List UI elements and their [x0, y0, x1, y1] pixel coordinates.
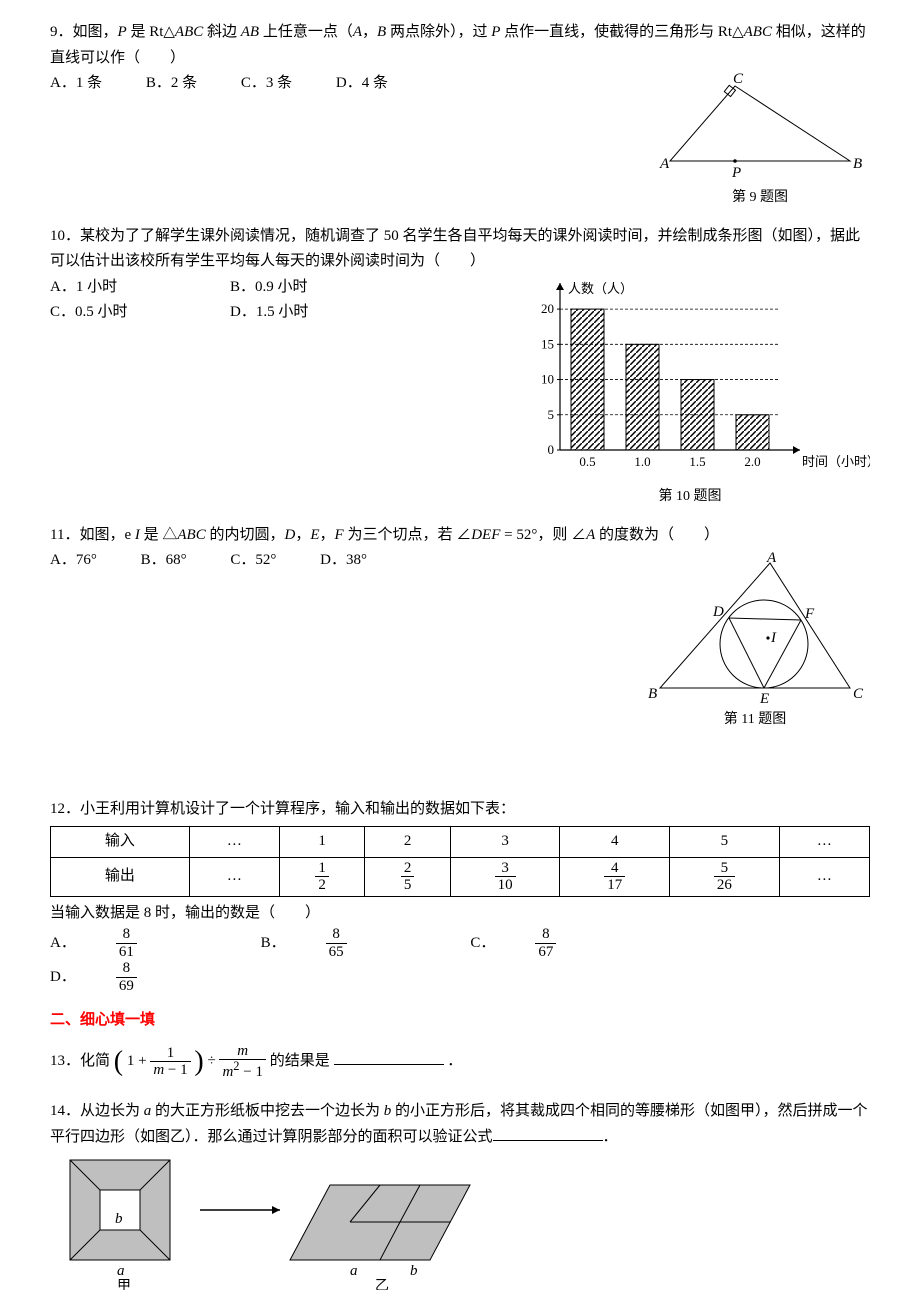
svg-text:b: b [115, 1211, 123, 1227]
q9-options: A．1 条 B．2 条 C．3 条 D．4 条 [50, 71, 650, 97]
svg-text:甲: 甲 [117, 1279, 131, 1290]
q14-blank [493, 1125, 603, 1141]
svg-text:b: b [410, 1263, 418, 1279]
svg-text:5: 5 [548, 407, 555, 422]
svg-text:0.5: 0.5 [579, 454, 595, 469]
q12-row-in: 输入 … 1 2 3 4 5 … [51, 827, 870, 858]
svg-text:1.5: 1.5 [689, 454, 705, 469]
svg-text:10: 10 [541, 371, 554, 386]
q10: 10．某校为了了解学生课外阅读情况，随机调查了 50 名学生各自平均每天的课外阅… [50, 224, 870, 509]
svg-text:a: a [350, 1263, 358, 1279]
q11-optD: D．38° [320, 548, 367, 574]
svg-text:I: I [770, 630, 777, 646]
svg-text:乙: 乙 [375, 1278, 389, 1290]
q9-optC: C．3 条 [241, 71, 292, 97]
q10-options: A．1 小时 B．0.9 小时 C．0.5 小时 D．1.5 小时 [50, 275, 510, 326]
q12-optB: B．865 [261, 926, 427, 960]
q10-figure: 0 5 10 15 20 0.5 1.0 1.5 2.0 人数（人） 时间（小时） 第 10 题图 [510, 275, 870, 509]
q11-figure: A B C D F E I 第 11 题图 [640, 548, 870, 732]
q11-optA: A．76° [50, 548, 97, 574]
svg-text:a: a [117, 1263, 125, 1279]
q10-optA: A．1 小时 [50, 275, 190, 301]
q9-figure: A B C P 第 9 题图 [650, 71, 870, 210]
svg-text:C: C [853, 686, 864, 702]
q11: 11．如图，e I 是 △ABC 的内切圆，D，E，F 为三个切点，若 ∠DEF… [50, 523, 870, 732]
q11-stem: 11．如图，e I 是 △ABC 的内切圆，D，E，F 为三个切点，若 ∠DEF… [50, 523, 870, 549]
svg-text:A: A [766, 550, 777, 566]
svg-text:P: P [731, 165, 741, 181]
svg-text:0: 0 [548, 442, 555, 457]
q10-optB: B．0.9 小时 [230, 275, 308, 301]
q10-optC: C．0.5 小时 [50, 300, 190, 326]
svg-text:B: B [853, 156, 862, 172]
svg-text:时间（小时）: 时间（小时） [802, 454, 870, 469]
q10-caption: 第 10 题图 [510, 485, 870, 509]
q12-optD: D．869 [50, 960, 217, 994]
q13: 13．化简 ( 1 + 1m − 1 ) ÷ mm2 − 1 的结果是 ． [50, 1038, 870, 1086]
q10-optD: D．1.5 小时 [230, 300, 308, 326]
q12-optA: A．861 [50, 926, 217, 960]
svg-text:A: A [659, 156, 670, 172]
svg-text:人数（人）: 人数（人） [568, 281, 633, 296]
svg-text:1.0: 1.0 [634, 454, 650, 469]
q9-optD: D．4 条 [336, 71, 388, 97]
svg-text:15: 15 [541, 336, 554, 351]
q11-caption: 第 11 题图 [640, 708, 870, 732]
q9-optB: B．2 条 [146, 71, 197, 97]
q11-optC: C．52° [230, 548, 276, 574]
q11-optB: B．68° [141, 548, 187, 574]
q14-stem: 14．从边长为 a 的大正方形纸板中挖去一个边长为 b 的小正方形后，将其裁成四… [50, 1099, 870, 1150]
q13-blank [334, 1049, 444, 1065]
q12-options: A．861 B．865 C．867 D．869 [50, 926, 870, 994]
q12-optC: C．867 [470, 926, 636, 960]
svg-text:D: D [712, 604, 724, 620]
q12-question: 当输入数据是 8 时，输出的数是（ ） [50, 901, 870, 927]
q9-optA: A．1 条 [50, 71, 102, 97]
q11-options: A．76° B．68° C．52° D．38° [50, 548, 640, 574]
q12-row-out: 输出 … 12 25 310 417 526 … [51, 857, 870, 896]
svg-text:E: E [759, 691, 769, 707]
svg-text:20: 20 [541, 301, 554, 316]
q9-stem: 9．如图，P 是 Rt△ABC 斜边 AB 上任意一点（A，B 两点除外），过 … [50, 20, 870, 71]
q10-stem: 10．某校为了了解学生课外阅读情况，随机调查了 50 名学生各自平均每天的课外阅… [50, 224, 870, 275]
q14: 14．从边长为 a 的大正方形纸板中挖去一个边长为 b 的小正方形后，将其裁成四… [50, 1099, 870, 1290]
q12: 12．小王利用计算机设计了一个计算程序，输入和输出的数据如下表： 输入 … 1 … [50, 797, 870, 995]
section2-header: 二、细心填一填 [50, 1008, 870, 1034]
q14-figure: b a 甲 a b 乙 [50, 1150, 870, 1290]
q12-table: 输入 … 1 2 3 4 5 … 输出 … 12 25 310 417 526 … [50, 826, 870, 897]
q12-stem: 12．小王利用计算机设计了一个计算程序，输入和输出的数据如下表： [50, 797, 870, 823]
q9: 9．如图，P 是 Rt△ABC 斜边 AB 上任意一点（A，B 两点除外），过 … [50, 20, 870, 210]
svg-text:2.0: 2.0 [744, 454, 760, 469]
svg-text:C: C [733, 71, 744, 87]
q9-caption: 第 9 题图 [650, 186, 870, 210]
svg-text:B: B [648, 686, 657, 702]
svg-text:F: F [804, 606, 815, 622]
